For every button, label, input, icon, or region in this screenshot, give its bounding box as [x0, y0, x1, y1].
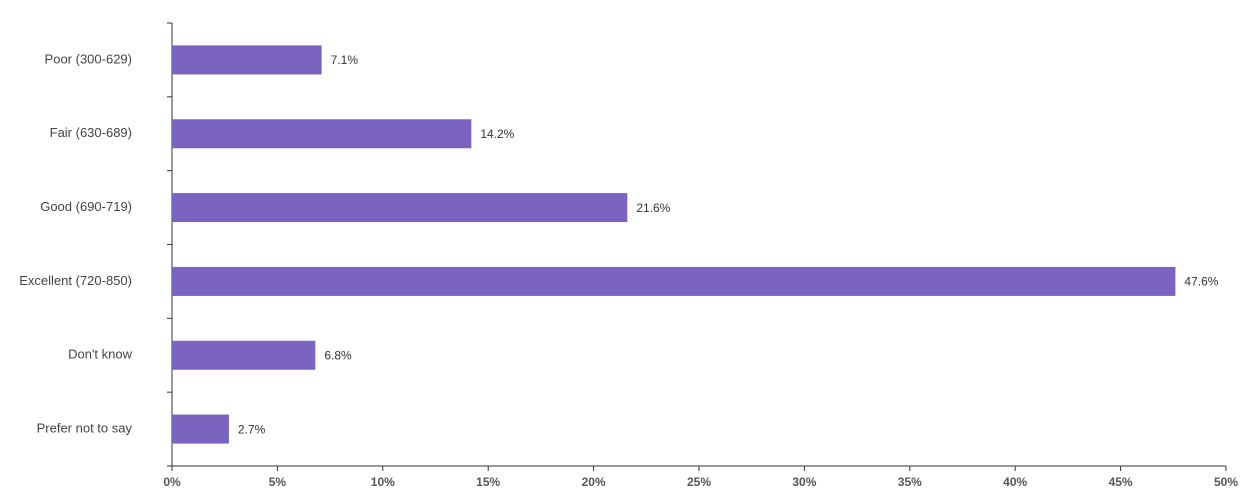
y-tick-label: Fair (630-689) [50, 125, 132, 140]
value-label: 6.8% [324, 348, 352, 362]
x-tick-label: 20% [582, 475, 606, 489]
y-tick-label: Don't know [68, 347, 133, 362]
x-tick-label: 15% [476, 475, 500, 489]
x-tick-label: 10% [371, 475, 395, 489]
y-tick-label: Poor (300-629) [45, 51, 132, 66]
y-tick-label: Prefer not to say [37, 421, 133, 436]
value-label: 2.7% [238, 422, 266, 436]
value-label: 14.2% [480, 127, 514, 141]
bar [172, 119, 472, 149]
x-tick-label: 30% [792, 475, 816, 489]
value-label: 21.6% [636, 201, 670, 215]
x-tick-label: 45% [1109, 475, 1133, 489]
x-tick-label: 35% [898, 475, 922, 489]
x-tick-label: 0% [163, 475, 181, 489]
x-tick-label: 40% [1003, 475, 1027, 489]
y-tick-label: Excellent (720-850) [19, 273, 132, 288]
bar [172, 45, 322, 75]
value-label: 7.1% [331, 53, 359, 67]
value-label: 47.6% [1184, 275, 1218, 289]
bar [172, 193, 628, 223]
bar [172, 414, 229, 444]
bar [172, 340, 316, 370]
x-tick-label: 50% [1214, 475, 1238, 489]
x-tick-label: 5% [269, 475, 287, 489]
x-tick-label: 25% [687, 475, 711, 489]
bar [172, 266, 1176, 296]
y-tick-label: Good (690-719) [40, 199, 132, 214]
